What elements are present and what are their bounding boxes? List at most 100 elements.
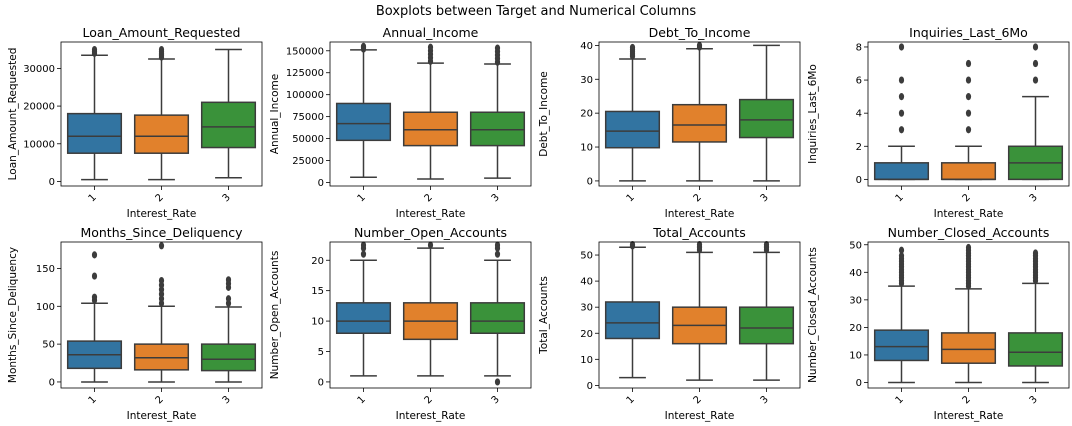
outlier-point xyxy=(965,76,972,84)
y-tick-label: 0 xyxy=(587,381,593,392)
box-3 xyxy=(469,302,526,335)
y-tick-label: 30 xyxy=(849,295,862,306)
outlier-point xyxy=(427,241,434,249)
x-tick-label: 1 xyxy=(625,192,637,204)
outlier-point xyxy=(225,295,232,303)
y-axis-label: Months_Since_Deliquency xyxy=(7,247,19,383)
subplot-title: Months_Since_Deliquency xyxy=(80,225,243,240)
box-1 xyxy=(604,301,661,340)
subplot-title: Number_Closed_Accounts xyxy=(888,225,1050,240)
subplot-1: 0 10000 20000 30000 1 2 3 Loan_Amount_Requested… xyxy=(7,25,263,220)
outlier-point xyxy=(494,241,501,249)
x-tick-label: 3 xyxy=(221,394,233,406)
y-tick-label: 5 xyxy=(318,347,324,358)
subplot-title: Loan_Amount_Requested xyxy=(83,25,241,40)
x-tick-label: 2 xyxy=(692,192,704,204)
subplot-title: Annual_Income xyxy=(383,25,479,40)
x-axis-label: Interest_Rate xyxy=(127,208,197,220)
box-3 xyxy=(738,98,795,139)
outlier-point xyxy=(965,243,972,252)
y-axis-label: Total_Accounts xyxy=(538,276,550,355)
x-tick-label: 2 xyxy=(692,394,704,406)
x-tick-label: 2 xyxy=(423,394,435,406)
subplot-4: 0 2 4 6 8 1 2 3 Inquiries_Last_6Mo Interest_Rate I… xyxy=(807,25,1070,220)
outlier-point xyxy=(158,45,165,54)
x-tick-label: 1 xyxy=(894,192,906,204)
outlier-point xyxy=(898,109,905,117)
outlier-point xyxy=(494,44,501,52)
y-tick-label: 25000 xyxy=(292,156,324,167)
y-tick-label: 0 xyxy=(318,178,324,189)
subplot-6: 0 5 10 15 20 1 2 3 Number_Open_Accounts Interest_… xyxy=(269,225,532,422)
y-tick-label: 20 xyxy=(311,256,324,267)
y-tick-label: 6 xyxy=(856,76,862,87)
subplot-title: Debt_To_Income xyxy=(649,25,751,40)
y-axis-label: Annual_Income xyxy=(269,74,281,154)
outlier-point xyxy=(91,272,98,280)
subplot-2: 0 25000 50000 75000 100000 125000 150000 1 2 3 Ann… xyxy=(269,25,532,220)
x-tick-label: 1 xyxy=(87,394,99,406)
y-tick-label: 50 xyxy=(849,240,862,251)
x-axis-label: Interest_Rate xyxy=(396,208,466,220)
outlier-point xyxy=(360,241,367,249)
x-tick-label: 2 xyxy=(154,192,166,204)
outlier-point xyxy=(158,276,165,285)
x-tick-label: 3 xyxy=(759,192,771,204)
box-1 xyxy=(66,112,123,154)
y-tick-label: 20 xyxy=(580,329,593,340)
x-tick-label: 2 xyxy=(961,192,973,204)
x-axis-label: Interest_Rate xyxy=(396,410,466,422)
y-tick-label: 10000 xyxy=(23,139,55,150)
outlier-point xyxy=(898,246,905,254)
y-tick-label: 50000 xyxy=(292,134,324,145)
outlier-point xyxy=(360,250,367,258)
x-tick-label: 1 xyxy=(894,394,906,406)
outlier-point xyxy=(965,109,972,117)
x-tick-label: 2 xyxy=(961,394,973,406)
x-tick-label: 3 xyxy=(490,394,502,406)
box-2 xyxy=(402,111,459,147)
box-3 xyxy=(200,343,257,372)
box-2 xyxy=(133,114,190,154)
y-tick-label: 40 xyxy=(580,41,593,52)
outlier-point xyxy=(1032,43,1039,51)
x-tick-label: 1 xyxy=(356,394,368,406)
y-tick-label: 20000 xyxy=(23,102,55,113)
outlier-point xyxy=(91,293,98,301)
outlier-point xyxy=(91,251,98,259)
y-tick-label: 0 xyxy=(856,378,862,389)
outlier-point xyxy=(1032,76,1039,84)
subplot-5: 0 50 100 150 1 2 3 Months_Since_Deliquency Inter… xyxy=(7,225,263,422)
x-axis-label: Interest_Rate xyxy=(127,410,197,422)
outlier-point xyxy=(360,42,367,50)
y-tick-label: 4 xyxy=(856,109,862,120)
outlier-point xyxy=(1032,59,1039,68)
outlier-point xyxy=(898,43,905,51)
y-tick-label: 30 xyxy=(580,75,593,86)
box-3 xyxy=(469,111,526,147)
y-axis-label: Number_Open_Accounts xyxy=(269,251,281,380)
y-tick-label: 50 xyxy=(580,251,593,262)
y-tick-label: 10 xyxy=(580,143,593,154)
outlier-point xyxy=(427,43,434,51)
x-axis-label: Interest_Rate xyxy=(665,410,735,422)
y-axis-label: Inquiries_Last_6Mo xyxy=(807,64,819,164)
box-1 xyxy=(873,162,930,181)
x-tick-label: 1 xyxy=(356,192,368,204)
x-tick-label: 3 xyxy=(1028,192,1040,204)
outlier-point xyxy=(965,59,972,68)
x-axis-label: Interest_Rate xyxy=(665,208,735,220)
outlier-point xyxy=(898,126,905,134)
x-tick-label: 1 xyxy=(625,394,637,406)
y-tick-label: 40 xyxy=(580,277,593,288)
x-axis-label: Interest_Rate xyxy=(934,410,1004,422)
x-tick-label: 1 xyxy=(87,192,99,204)
box-3 xyxy=(738,306,795,345)
subplot-8: 0 10 20 30 40 50 1 2 3 Number_Closed_Accounts Inte… xyxy=(807,225,1070,422)
y-tick-label: 15 xyxy=(311,286,324,297)
box-2 xyxy=(940,332,997,364)
y-tick-label: 2 xyxy=(856,142,862,153)
y-tick-label: 10 xyxy=(849,350,862,361)
box-3 xyxy=(1007,332,1064,367)
